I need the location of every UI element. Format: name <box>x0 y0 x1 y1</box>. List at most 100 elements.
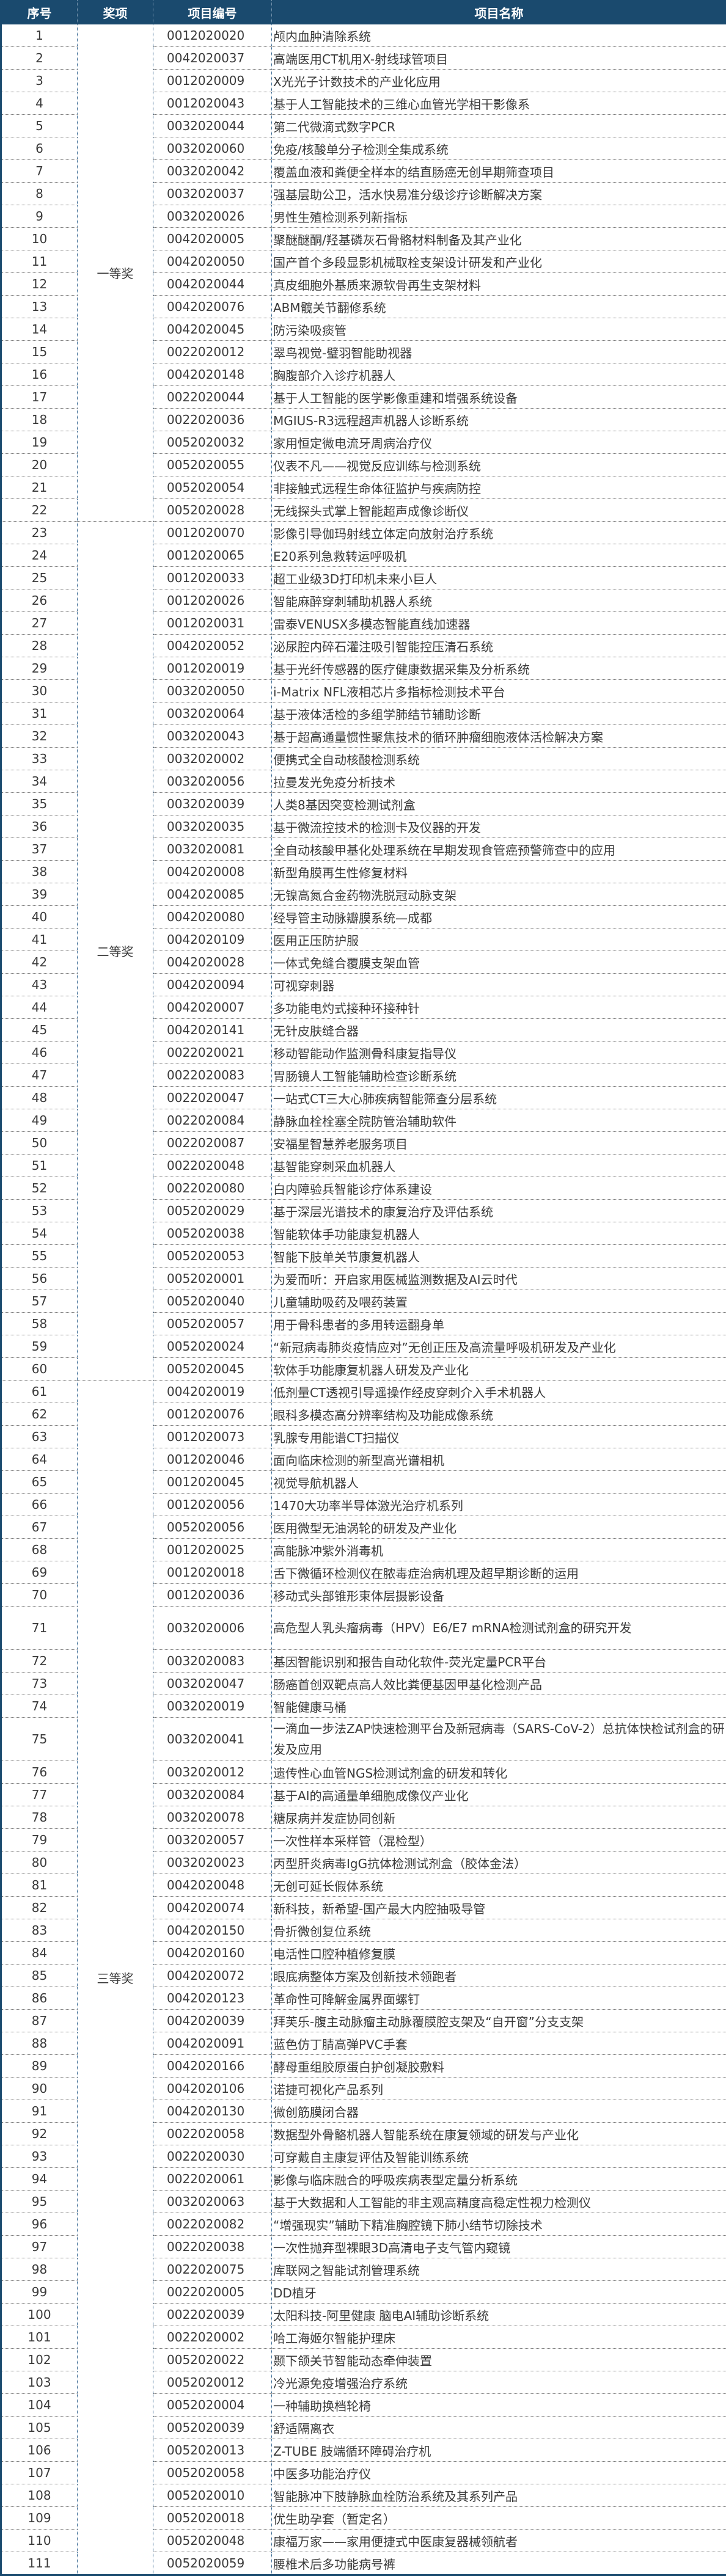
row-seq: 14 <box>1 318 78 341</box>
project-name: 高能脉冲紫外消毒机 <box>272 1539 726 1561</box>
project-code: 0032020043 <box>153 725 272 748</box>
project-code: 0042020005 <box>153 228 272 250</box>
row-seq: 50 <box>1 1132 78 1155</box>
project-name: 可视穿刺器 <box>272 974 726 996</box>
row-seq: 99 <box>1 2281 78 2304</box>
project-code: 0042020052 <box>153 635 272 657</box>
row-seq: 55 <box>1 1245 78 1268</box>
project-code: 0042020160 <box>153 1942 272 1965</box>
project-code: 0042020080 <box>153 906 272 929</box>
project-name: 基于深层光谱技术的康复治疗及评估系统 <box>272 1200 726 1222</box>
project-code: 0042020019 <box>153 1381 272 1403</box>
project-name: 软体手功能康复机器人研发及产业化 <box>272 1358 726 1381</box>
project-code: 0052020039 <box>153 2417 272 2439</box>
project-code: 0012020045 <box>153 1471 272 1494</box>
row-seq: 68 <box>1 1539 78 1561</box>
row-seq: 18 <box>1 409 78 431</box>
row-seq: 20 <box>1 454 78 476</box>
row-seq: 89 <box>1 2055 78 2078</box>
project-code: 0022020036 <box>153 409 272 431</box>
row-seq: 83 <box>1 1919 78 1942</box>
row-seq: 64 <box>1 1448 78 1471</box>
project-name: 无创可延长假体系统 <box>272 1874 726 1897</box>
row-seq: 67 <box>1 1516 78 1539</box>
project-name: 仪表不凡——视觉反应训练与检测系统 <box>272 454 726 476</box>
project-name: 拜芙乐-腹主动脉瘤主动脉覆膜腔支架及“自开窗”分支支架 <box>272 2010 726 2032</box>
project-code: 0052020059 <box>153 2552 272 2575</box>
row-seq: 93 <box>1 2145 78 2168</box>
project-code: 0042020091 <box>153 2032 272 2055</box>
row-seq: 41 <box>1 929 78 951</box>
project-code: 0042020130 <box>153 2100 272 2123</box>
row-seq: 49 <box>1 1109 78 1132</box>
project-name: 哈工海姬尔智能护理床 <box>272 2326 726 2349</box>
project-name: 翠鸟视觉-璧羽智能助视器 <box>272 341 726 363</box>
project-name: 真皮细胞外基质来源软骨再生支架材料 <box>272 273 726 296</box>
project-code: 0052020038 <box>153 1222 272 1245</box>
project-name: 优生助孕套（暂定名） <box>272 2507 726 2530</box>
project-name: 电活性口腔种植修复膜 <box>272 1942 726 1965</box>
row-seq: 16 <box>1 363 78 386</box>
project-code: 0032020002 <box>153 748 272 770</box>
row-seq: 109 <box>1 2507 78 2530</box>
row-seq: 60 <box>1 1358 78 1381</box>
project-name: ABM髋关节翻修系统 <box>272 296 726 318</box>
row-seq: 4 <box>1 92 78 115</box>
row-seq: 10 <box>1 228 78 250</box>
project-code: 0032020019 <box>153 1695 272 1718</box>
project-code: 0042020045 <box>153 318 272 341</box>
row-seq: 34 <box>1 770 78 793</box>
project-name: 医用微型无油涡轮的研发及产业化 <box>272 1516 726 1539</box>
project-code: 0012020009 <box>153 70 272 92</box>
project-name: 超工业级3D打印机未来小巨人 <box>272 567 726 589</box>
row-seq: 71 <box>1 1607 78 1650</box>
project-code: 0042020150 <box>153 1919 272 1942</box>
row-seq: 15 <box>1 341 78 363</box>
column-header-seq: 序号 <box>1 0 78 24</box>
project-name: 防污染吸痰管 <box>272 318 726 341</box>
project-name: 乳腺专用能谱CT扫描仪 <box>272 1426 726 1448</box>
row-seq: 46 <box>1 1042 78 1064</box>
project-code: 0022020083 <box>153 1064 272 1087</box>
row-seq: 44 <box>1 996 78 1019</box>
project-name: 影像引导伽玛射线立体定向放射治疗系统 <box>272 522 726 544</box>
project-code: 0012020036 <box>153 1584 272 1607</box>
project-name: 眼科多模态高分辨率结构及功能成像系统 <box>272 1403 726 1426</box>
project-name: 基于人工智能技术的三维心血管光学相干影像系 <box>272 92 726 115</box>
row-seq: 75 <box>1 1718 78 1761</box>
project-name: 无针皮肤缝合器 <box>272 1019 726 1042</box>
award-level: 一等奖 <box>78 24 153 522</box>
project-name: 聚醚醚酮/羟基磷灰石骨骼材料制备及其产业化 <box>272 228 726 250</box>
project-name: 移动式头部锥形束体层摄影设备 <box>272 1584 726 1607</box>
row-seq: 107 <box>1 2462 78 2484</box>
project-code: 0012020019 <box>153 657 272 680</box>
project-name: 男性生殖检测系列新指标 <box>272 205 726 228</box>
row-seq: 59 <box>1 1335 78 1358</box>
project-code: 0022020080 <box>153 1177 272 1200</box>
row-seq: 88 <box>1 2032 78 2055</box>
project-name: 基于AI的高通量单细胞成像仪产业化 <box>272 1784 726 1806</box>
project-code: 0052020024 <box>153 1335 272 1358</box>
project-name: 遗传性心血管NGS检测试剂盒的研发和转化 <box>272 1761 726 1784</box>
row-seq: 11 <box>1 250 78 273</box>
project-name: 新科技，新希望-国产最大内腔抽吸导管 <box>272 1897 726 1919</box>
project-name: 白内障验兵智能诊疗体系建设 <box>272 1177 726 1200</box>
award-level: 三等奖 <box>78 1381 153 2575</box>
project-code: 0032020023 <box>153 1852 272 1874</box>
project-code: 0032020026 <box>153 205 272 228</box>
row-seq: 54 <box>1 1222 78 1245</box>
project-name: 高端医用CT机用X-射线球管项目 <box>272 47 726 70</box>
project-code: 0052020056 <box>153 1516 272 1539</box>
project-name: 全自动核酸甲基化处理系统在早期发现食管癌预警筛查中的应用 <box>272 838 726 861</box>
project-code: 0022020047 <box>153 1087 272 1109</box>
row-seq: 23 <box>1 522 78 544</box>
project-code: 0052020013 <box>153 2439 272 2462</box>
project-name: 智能健康马桶 <box>272 1695 726 1718</box>
row-seq: 43 <box>1 974 78 996</box>
project-name: 人类8基因突变检测试剂盒 <box>272 793 726 815</box>
row-seq: 40 <box>1 906 78 929</box>
row-seq: 12 <box>1 273 78 296</box>
project-name: 无镍高氮合金药物洗脱冠动脉支架 <box>272 883 726 906</box>
row-seq: 53 <box>1 1200 78 1222</box>
row-seq: 3 <box>1 70 78 92</box>
